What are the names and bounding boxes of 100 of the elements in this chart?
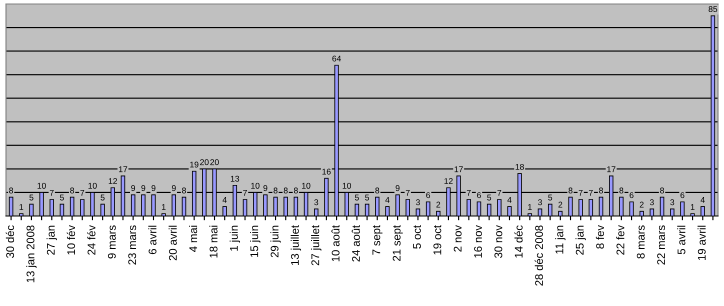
x-tick-label: 29 juin [270,226,281,258]
data-label: 4 [700,197,705,203]
data-label: 9 [141,185,146,192]
data-label: 20 [200,159,209,166]
data-label: 8 [70,188,74,194]
data-label: 8 [568,188,572,194]
data-label: 64 [332,56,341,62]
data-label: 3 [670,199,674,206]
x-tick-label: 23 mars [128,225,136,265]
x-tick-label: 28 déc 2008 [534,226,543,286]
data-label: 10 [342,182,352,189]
x-tick-label: 13 juillet [290,225,302,265]
data-label: 9 [152,185,156,192]
x-tick-label: 7 sept [372,225,382,255]
data-label: 5 [29,194,34,200]
data-label: 8 [294,188,298,194]
x-tick-label: 16 nov [474,225,482,258]
data-label: 5 [548,194,552,200]
data-label: 17 [607,166,616,172]
x-tick-label: 24 fév [87,225,96,255]
data-label: 3 [538,199,542,206]
data-label: 7 [243,190,247,196]
data-label: 20 [210,159,219,166]
data-label: 9 [131,185,136,192]
data-label: 3 [650,199,654,206]
data-label: 7 [578,190,583,196]
x-tick-label: 11 jan [555,226,566,254]
data-label: 8 [375,188,380,194]
x-tick-label: 18 mai [209,226,218,258]
x-tick-label: 13 jan 2008 [26,226,37,282]
x-tick-label: 5 avril [677,226,686,254]
data-label: 8 [660,188,664,194]
data-label: 2 [558,202,562,208]
data-label: 17 [454,166,463,172]
data-label: 7 [80,190,84,196]
data-label: 1 [20,204,24,210]
data-label: 8 [619,188,624,194]
data-label: 6 [426,192,430,198]
x-tick-label: 4 mai [188,226,198,252]
data-label: 2 [640,202,644,208]
x-tick-label: 30 déc [6,225,14,258]
x-tick-label: 15 juin [250,226,260,257]
x-tick-label: 20 avril [168,226,177,260]
x-tick-label: 8 fev [596,225,604,249]
data-label: 7 [588,190,593,196]
data-label: 19 [190,162,198,168]
data-label: 2 [436,202,440,208]
data-label: 5 [365,194,370,200]
data-label: 8 [284,188,288,194]
data-label: 8 [182,188,186,194]
x-tick-label: 10 fév [66,225,76,254]
data-label: 9 [396,185,400,192]
data-label: 4 [222,197,227,203]
data-label: 9 [172,185,176,192]
x-tick-label: 22 fev [616,225,624,255]
data-label: 4 [385,197,390,203]
data-label: 10 [88,182,97,189]
data-label: 7 [406,190,410,196]
data-label: 18 [516,164,524,170]
x-tick-label: 2 nov [454,225,462,252]
data-label: 1 [690,204,694,210]
data-label: 4 [507,197,512,203]
x-tick-label: 27 juillet [311,225,322,266]
x-tick-label: 24 août [352,225,360,262]
data-label: 3 [416,199,420,206]
x-tick-label: 27 jan [46,226,57,255]
data-label: 3 [314,199,318,206]
data-label: 7 [466,190,471,196]
data-label: 5 [100,194,105,200]
x-tick-label: 21 sept [392,225,403,261]
data-label: 85 [708,6,718,12]
x-tick-label: 14 déc [514,225,523,258]
data-label: 5 [354,194,359,200]
x-tick-label: 6 avril [148,226,156,254]
x-tick-label: 22 mars [657,225,666,265]
data-label: 1 [528,204,532,210]
data-label: 17 [118,166,128,172]
data-label: 9 [263,185,268,192]
data-label: 6 [630,192,634,198]
data-label: 6 [477,192,481,198]
x-tick-label: 25 jan [576,226,586,255]
data-label: 12 [444,178,453,184]
data-label: 1 [162,204,166,210]
x-tick-label: 1 juin [230,226,240,251]
data-label: 7 [497,190,502,196]
data-label: 10 [302,182,310,189]
data-label: 8 [274,188,278,194]
data-label: 12 [108,178,118,184]
x-tick-label: 8 mars [636,225,645,258]
data-label: 7 [50,190,54,196]
data-label: 8 [9,188,14,194]
data-label: 5 [60,194,64,200]
x-tick-label: 19 avril [698,226,706,260]
data-label: 13 [230,176,240,182]
data-label: 6 [680,192,684,198]
x-tick-label: 19 oct [433,225,442,254]
data-label: 16 [322,168,331,175]
x-tick-label: 5 oct [413,225,421,249]
data-label: 10 [251,182,260,189]
data-label: 8 [599,188,603,194]
